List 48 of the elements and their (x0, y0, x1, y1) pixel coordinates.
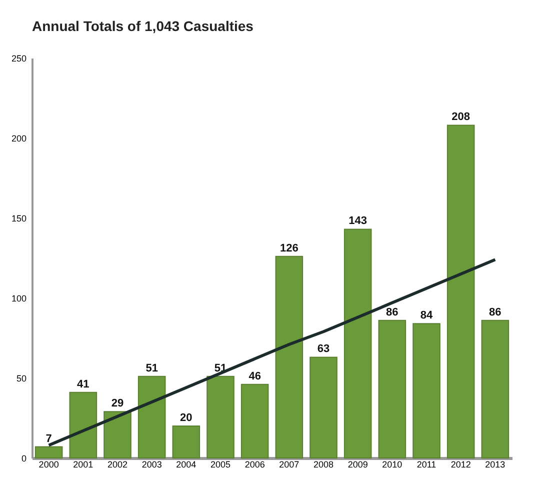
bar (34, 446, 63, 458)
data-label: 29 (111, 398, 124, 410)
bar (378, 320, 406, 458)
y-tick-label: 0 (21, 454, 26, 464)
chart-title: Annual Totals of 1,043 Casualties (32, 18, 254, 34)
bar (104, 411, 132, 458)
data-label: 126 (280, 242, 298, 254)
data-label: 20 (180, 412, 192, 424)
data-label: 63 (317, 343, 330, 356)
bar (206, 376, 234, 458)
bar (172, 426, 200, 458)
bar (69, 392, 98, 458)
x-tick-label: 2005 (210, 460, 231, 470)
x-tick-label: 2012 (450, 460, 471, 470)
x-tick-label: 2002 (107, 460, 128, 470)
data-label: 208 (452, 111, 470, 124)
x-tick-label: 2010 (382, 460, 402, 470)
data-label: 143 (348, 215, 368, 228)
bar (240, 384, 269, 458)
x-tick-label: 2004 (176, 460, 196, 470)
x-tick-label: 2003 (142, 460, 162, 470)
x-tick-label: 2000 (38, 460, 59, 470)
x-tick-label: 2006 (244, 460, 265, 470)
data-label: 46 (248, 370, 261, 382)
x-tick-label: 2011 (416, 460, 436, 470)
y-tick-label: 50 (16, 374, 26, 384)
data-label: 7 (46, 432, 52, 445)
x-tick-label: 2013 (485, 460, 506, 470)
x-tick-label: 2008 (313, 460, 334, 470)
bar (412, 323, 440, 458)
data-label: 86 (489, 306, 502, 318)
bar (275, 256, 304, 458)
data-label: 41 (77, 378, 90, 390)
x-tick-label: 2009 (348, 460, 368, 470)
data-label: 51 (146, 362, 158, 374)
data-label: 84 (420, 310, 434, 322)
x-tick-label: 2001 (73, 460, 94, 470)
y-tick-label: 100 (11, 294, 26, 304)
y-tick-label: 250 (11, 54, 26, 64)
bar (310, 356, 338, 458)
y-tick-label: 200 (11, 134, 26, 144)
bar (138, 376, 166, 458)
data-label: 86 (386, 306, 398, 318)
bar (344, 228, 372, 458)
y-tick-label: 150 (11, 214, 26, 224)
bar (481, 320, 510, 458)
bar (446, 124, 475, 458)
x-tick-label: 2007 (279, 460, 300, 470)
